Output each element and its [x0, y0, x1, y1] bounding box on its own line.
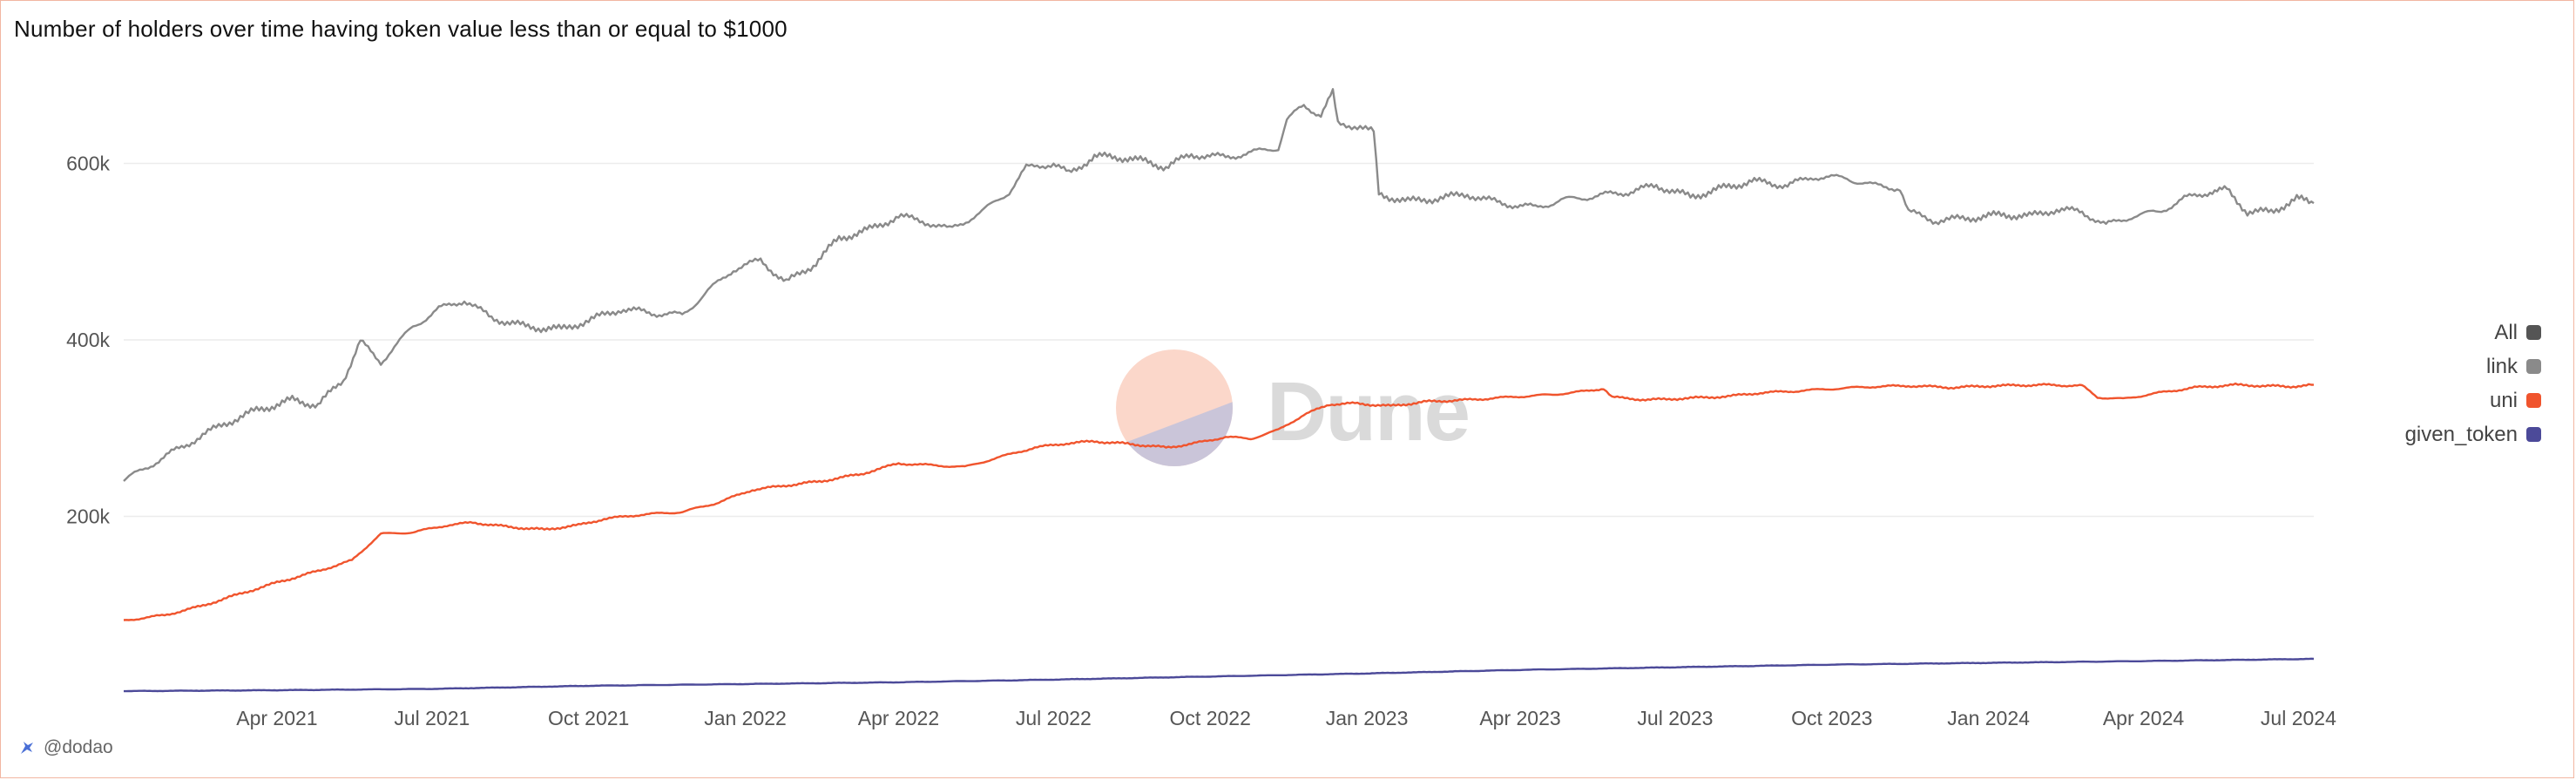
x-tick-label: Jan 2024: [1947, 707, 2030, 729]
series-line-given-token: [124, 657, 2315, 693]
legend-item-all[interactable]: All: [2315, 315, 2541, 349]
chart-title: Number of holders over time having token…: [14, 16, 788, 42]
x-tick-label: Jul 2023: [1637, 707, 1713, 729]
legend-label: link: [2485, 354, 2518, 378]
dodao-bird-icon: [21, 742, 33, 754]
legend-item-link[interactable]: link: [2315, 349, 2541, 383]
x-tick-label: Apr 2021: [236, 707, 317, 729]
y-tick-label: 200k: [66, 505, 110, 528]
x-tick-label: Oct 2023: [1791, 707, 1872, 729]
legend-item-uni[interactable]: uni: [2315, 383, 2541, 417]
series-line-link: [123, 88, 2315, 482]
x-tick-label: Apr 2023: [1479, 707, 1560, 729]
legend-swatch: [2526, 427, 2541, 442]
x-tick-label: Jan 2022: [704, 707, 787, 729]
legend-swatch: [2526, 359, 2541, 374]
footer-handle[interactable]: @dodao: [44, 737, 113, 757]
x-tick-label: Apr 2024: [2103, 707, 2185, 729]
legend-item-given-token[interactable]: given_token: [2315, 417, 2541, 451]
legend-label: uni: [2489, 388, 2518, 412]
x-tick-label: Jul 2022: [1016, 707, 1092, 729]
x-tick-label: Oct 2022: [1170, 707, 1251, 729]
x-tick-label: Oct 2021: [548, 707, 629, 729]
series-line-uni: [123, 382, 2315, 621]
legend-swatch: [2526, 325, 2541, 340]
legend-label: given_token: [2404, 422, 2518, 446]
footer-attribution: @dodao: [17, 737, 113, 758]
x-tick-label: Jan 2023: [1326, 707, 1409, 729]
x-tick-label: Jul 2021: [394, 707, 470, 729]
legend-swatch: [2526, 393, 2541, 408]
x-tick-label: Apr 2022: [858, 707, 939, 729]
legend: All link uni given_token: [2315, 315, 2541, 451]
y-tick-label: 600k: [66, 153, 110, 175]
y-tick-label: 400k: [66, 329, 110, 351]
legend-label: All: [2494, 320, 2518, 344]
x-tick-label: Jul 2024: [2261, 707, 2336, 729]
watermark-text: Dune: [1267, 365, 1471, 458]
